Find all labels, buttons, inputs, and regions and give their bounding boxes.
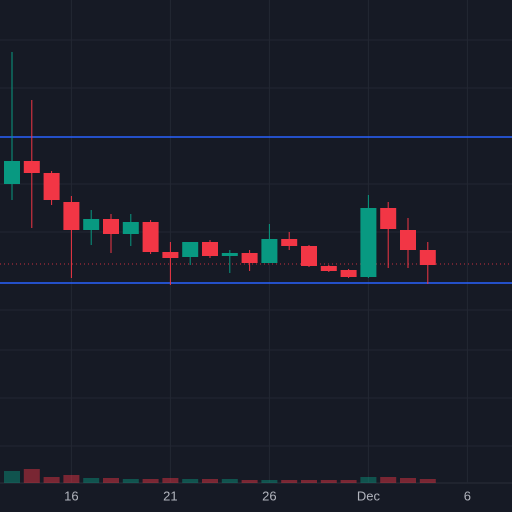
- volume-bar: [23, 469, 40, 483]
- candle-body: [360, 208, 377, 277]
- volume-bar: [162, 478, 179, 483]
- candle-body: [142, 222, 159, 252]
- volume-bar: [419, 479, 436, 483]
- x-tick-label: Dec: [357, 488, 381, 503]
- candle-body: [301, 246, 317, 266]
- volume-bar: [241, 480, 258, 483]
- volume-bar: [43, 477, 60, 483]
- candle-body: [320, 266, 337, 271]
- volume-bar: [83, 478, 100, 483]
- volume-bar: [182, 479, 199, 483]
- candle-body: [340, 270, 357, 277]
- candle-body: [380, 208, 397, 229]
- candle-body: [63, 202, 80, 230]
- candle-body: [241, 253, 258, 263]
- candle-body: [419, 250, 436, 265]
- volume-bar: [301, 480, 317, 483]
- volume-bar: [261, 480, 278, 483]
- candle-body: [261, 239, 278, 263]
- x-tick-label: 16: [64, 488, 78, 503]
- candle-body: [400, 230, 416, 250]
- volume-bar: [63, 475, 80, 483]
- candle-body: [23, 161, 40, 173]
- candle-body: [122, 222, 139, 234]
- x-tick-label: 21: [163, 488, 177, 503]
- volume-bar: [380, 477, 397, 483]
- volume-bar: [281, 480, 298, 483]
- candle-body: [43, 173, 60, 200]
- candle-body: [103, 219, 119, 234]
- volume-bar: [4, 471, 20, 483]
- candle-body: [83, 219, 100, 230]
- candle-body: [162, 252, 179, 258]
- candle-body: [221, 253, 238, 256]
- candle-body: [4, 161, 20, 184]
- volume-bar: [320, 480, 337, 483]
- volume-bar: [400, 478, 416, 483]
- volume-bar: [142, 479, 159, 483]
- h-grid: [0, 39, 512, 447]
- volume-bar: [360, 477, 377, 483]
- volume-bar: [122, 479, 139, 483]
- candle-body: [281, 239, 298, 246]
- candle-body: [202, 242, 218, 256]
- volume-bar: [202, 479, 218, 483]
- volume-bar: [340, 480, 357, 483]
- volume-bar: [221, 479, 238, 483]
- x-tick-label: 26: [262, 488, 276, 503]
- candle-body: [182, 242, 199, 257]
- x-tick-label: 6: [464, 488, 471, 503]
- volume-bar: [103, 478, 119, 483]
